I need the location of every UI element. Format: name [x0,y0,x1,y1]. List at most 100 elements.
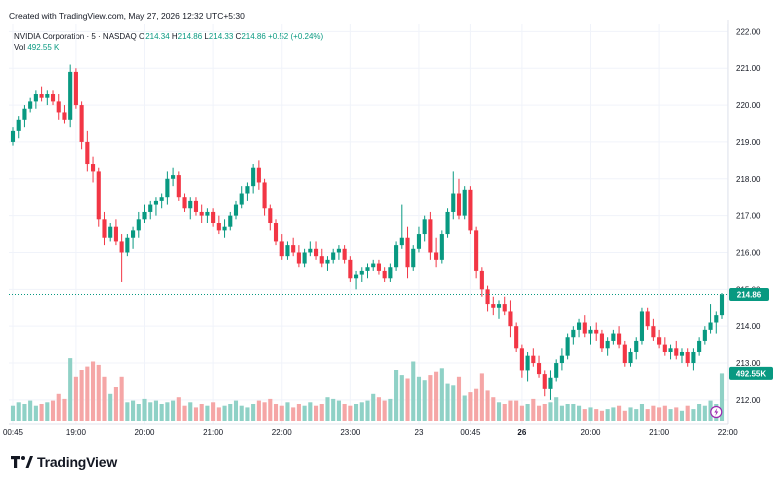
candle [617,326,622,349]
candle-body [279,241,284,257]
candle [599,329,604,352]
volume-bar [90,361,96,421]
candle [268,204,273,231]
candle-body [205,211,210,216]
candle-body [73,71,78,106]
y-tick-label: 214.00 [736,322,761,331]
y-tick-label: 222.00 [736,27,761,36]
candle-body [628,351,633,364]
candle-body [176,175,181,198]
open-value: 214.34 [145,32,170,41]
candle-body [193,200,199,212]
candle-body [456,193,462,216]
volume-bar [33,405,38,421]
high-value: 214.86 [177,32,203,41]
volume-bar [45,402,50,421]
volume-bar [411,361,416,421]
candle [216,215,221,235]
candle-body [434,252,439,260]
volume-bar [102,376,107,421]
y-tick-label: 218.00 [736,175,761,184]
candle-body [571,329,576,338]
candle [456,178,462,220]
y-tick-label: 213.00 [736,359,761,368]
candle-body [165,178,170,198]
candle [668,344,673,360]
volume-bar [348,405,353,421]
volume-bar [496,402,502,421]
symbol-name[interactable]: NVIDIA Corporation · 5 · NASDAQ [14,32,137,41]
candle [119,234,124,282]
volume-bar [508,400,513,421]
candle [222,219,227,238]
volume-bar [268,398,273,421]
candle [131,226,136,249]
candle-body [171,175,176,179]
volume-bar [85,366,90,421]
candle-body [359,270,364,275]
candle-body [617,333,622,345]
candle-body [496,304,502,308]
candle-body [33,94,38,102]
candle-body [531,355,536,364]
volume-bar [39,404,44,421]
x-tick-label: 23:00 [340,428,361,437]
candle-body [182,197,187,209]
candle-body [554,363,559,378]
candle [594,322,599,341]
candle [354,270,359,290]
candle [519,344,524,378]
candle-body [508,311,513,327]
volume-bar [256,400,261,421]
candle-body [211,211,216,223]
candle [411,245,416,271]
candle-body [233,204,239,216]
volume-bar [445,383,450,421]
candle-body [662,344,667,352]
candle [205,208,210,223]
candle [233,200,239,220]
volume-bar [113,387,118,421]
x-tick-label: 21:00 [649,428,670,437]
candle-body [376,263,381,271]
candle-body [714,315,719,323]
volume-bar [188,402,193,421]
tradingview-brand[interactable]: TradingView [11,454,117,470]
candle [514,322,519,352]
candle [199,204,204,223]
candle-body [565,337,570,356]
candle-body [479,270,484,290]
candle [39,86,44,102]
volume-bar [605,409,610,421]
candle [536,355,542,378]
volume-bar [365,400,370,421]
candle-body [708,322,713,330]
candle [262,178,267,216]
candle-body [411,248,416,268]
volume-bar [313,405,319,421]
volume-bar [125,402,130,421]
volume-bar [28,400,33,421]
volume-bar [479,373,484,421]
candle [308,241,313,257]
candle [56,94,61,120]
volume-bar [542,404,547,421]
candle [571,326,576,345]
candle [714,311,719,334]
volume-bar [376,397,381,421]
candle [90,156,96,183]
volume-bar [651,405,656,421]
candle [159,193,164,209]
volume-bar [576,405,582,421]
candle [479,267,484,297]
volume-bar [502,404,507,421]
candle [382,267,387,282]
candle [50,90,56,106]
candle [496,300,502,319]
lightning-glyph [714,408,719,416]
candle-body [262,182,267,209]
candle [634,337,639,360]
volume-bar [439,368,444,421]
candle-body [308,248,313,253]
